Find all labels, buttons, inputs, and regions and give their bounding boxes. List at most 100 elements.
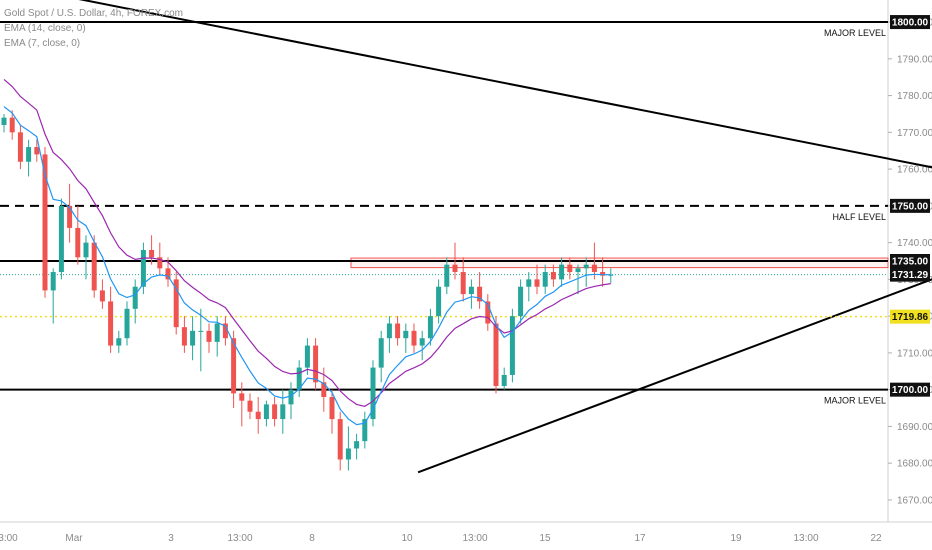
candle-body — [329, 397, 335, 420]
level-price-tag: 1800.00 — [892, 18, 929, 29]
y-tick-label: 1760.00 — [897, 165, 932, 176]
level-price-tag-bg — [890, 254, 930, 268]
x-tick-label: 10 — [401, 533, 413, 544]
candle-body — [321, 382, 327, 398]
candle-body — [26, 147, 32, 162]
candle-body — [345, 448, 351, 460]
candle-body — [370, 367, 376, 420]
candle-body — [436, 286, 442, 317]
candle-body — [337, 419, 343, 460]
level-price-tag-bg — [890, 198, 930, 213]
descending-trendline — [78, 0, 932, 169]
symbol-title[interactable]: Gold Spot / U.S. Dollar, 4h, FOREX.com — [4, 8, 183, 19]
candle-body — [239, 393, 245, 401]
candle-body — [231, 338, 237, 394]
level-price-tag-bg — [890, 15, 930, 30]
candle-body — [17, 132, 23, 162]
level-price-tag: 1750.00 — [892, 201, 929, 212]
candle-body — [477, 286, 483, 302]
ascending-trendline — [417, 278, 932, 474]
trendlines[interactable] — [0, 0, 932, 474]
ema7-line — [3, 106, 611, 426]
y-tick-label: 1770.00 — [897, 128, 932, 139]
level-price-tag-bg — [890, 382, 930, 397]
candle-body — [42, 154, 48, 291]
candle-body — [485, 301, 491, 324]
x-axis-ticks: 3:00 Mar 3 13:00 8 10 13:00 15 17 19 13:00 22 — [0, 533, 882, 544]
level-price-tag: 1735.00 — [892, 257, 929, 268]
ema14-legend[interactable]: EMA (14, close, 0) — [4, 23, 86, 34]
candle-body — [419, 338, 425, 346]
candle-body — [140, 249, 146, 287]
y-tick-label: 1690.00 — [897, 422, 932, 433]
x-tick-label: 3:00 — [0, 533, 18, 544]
candle-body — [108, 301, 114, 346]
resistance-zone — [350, 257, 889, 269]
resistance-zone-box — [350, 257, 889, 269]
price-axis-tags: 1800.00 1750.00 1735.00 1700.00 1719.86 1731.… — [890, 15, 930, 397]
candle-body — [583, 264, 589, 269]
ema-lines — [3, 78, 611, 426]
candle-body — [149, 249, 155, 258]
chart-legend: Gold Spot / U.S. Dollar, 4h, FOREX.com E… — [4, 6, 183, 51]
candle-body — [132, 286, 138, 309]
y-tick-label: 1740.00 — [897, 238, 932, 249]
x-tick-label: 22 — [870, 533, 882, 544]
candle-body — [378, 338, 384, 368]
x-tick-label: 3 — [168, 533, 174, 544]
x-tick-label: 13:00 — [227, 533, 252, 544]
x-tick-label: 19 — [730, 533, 742, 544]
ema7-legend[interactable]: EMA (7, close, 0) — [4, 38, 81, 49]
candle-body — [460, 272, 466, 295]
candle-body — [263, 404, 269, 420]
y-tick-label: 1680.00 — [897, 459, 932, 470]
candle-body — [526, 279, 532, 287]
candle-body — [190, 330, 196, 346]
candle-body — [386, 323, 392, 339]
candle-body — [116, 338, 122, 346]
candle-body — [559, 264, 565, 280]
candle-body — [550, 272, 556, 280]
candle-body — [304, 345, 310, 368]
candle-body — [58, 205, 64, 273]
candle-body — [222, 323, 228, 339]
ema14-line — [3, 78, 611, 407]
candle-body — [567, 264, 573, 273]
candle-body — [1, 117, 7, 125]
candle-body — [468, 286, 474, 295]
x-tick-label: 8 — [309, 533, 315, 544]
x-tick-label: 17 — [634, 533, 646, 544]
candle-body — [214, 323, 220, 342]
x-tick-label: Mar — [65, 533, 83, 544]
current-price-tag: 1731.29 — [892, 270, 929, 281]
candle-body — [493, 323, 499, 386]
candle-body — [501, 374, 507, 386]
candle-body — [75, 227, 81, 258]
current-price-tag-bg — [890, 267, 930, 282]
candles — [1, 110, 614, 471]
x-tick-label: 15 — [539, 533, 551, 544]
candle-body — [173, 279, 179, 328]
candle-body — [427, 316, 433, 339]
candle-body — [157, 257, 163, 269]
candle-body — [247, 400, 253, 412]
horizontal-levels[interactable]: MAJOR LEVEL HALF LEVEL MAJOR LEVEL — [0, 21, 888, 406]
marker-price-tag-bg — [890, 309, 930, 324]
candle-body — [444, 264, 450, 287]
candle-body — [50, 272, 56, 291]
candle-body — [591, 264, 597, 273]
candle-body — [198, 330, 204, 332]
level-note: MAJOR LEVEL — [824, 396, 886, 406]
x-tick-label: 13:00 — [462, 533, 487, 544]
candle-body — [280, 404, 286, 420]
x-tick-label: 13:00 — [793, 533, 818, 544]
candle-body — [124, 308, 130, 339]
y-tick-label: 1710.00 — [897, 348, 932, 359]
candle-body — [354, 441, 360, 449]
candle-body — [288, 389, 294, 405]
candle-body — [9, 117, 15, 133]
candle-body — [91, 242, 97, 291]
candle-body — [403, 330, 409, 339]
candle-body — [165, 268, 171, 280]
